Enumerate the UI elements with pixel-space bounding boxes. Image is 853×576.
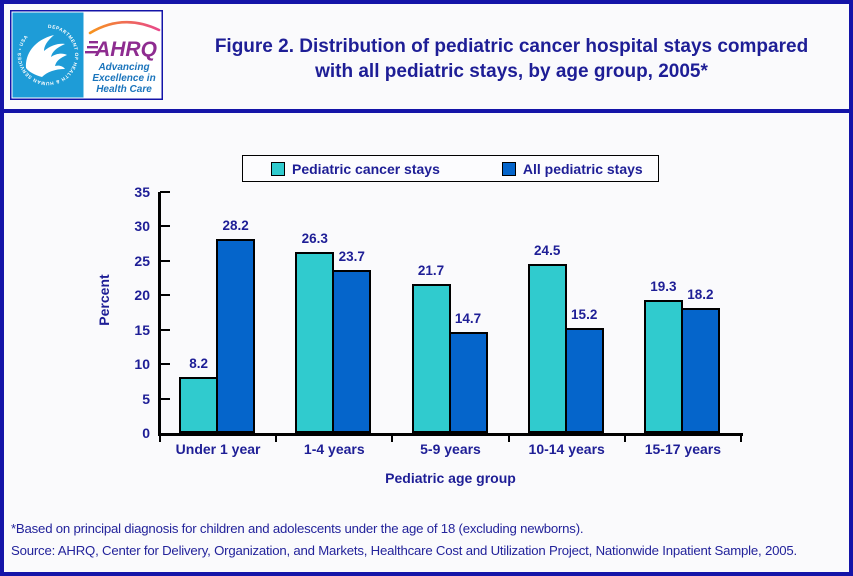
y-tick: [160, 397, 170, 400]
y-tick: [160, 259, 170, 262]
x-tick: [391, 433, 394, 442]
bar-value-label: 21.7: [417, 262, 445, 278]
bar-all-pediatric-stays: [680, 307, 720, 433]
bar-all-pediatric-stays: [448, 331, 488, 433]
ahrq-logo: DEPARTMENT OF HEALTH & HUMAN SERVICES • …: [10, 10, 163, 100]
y-tick: [160, 363, 170, 366]
hhs-eagle-icon: [25, 35, 67, 77]
x-tick: [623, 433, 626, 442]
bar-value-label: 18.2: [687, 286, 714, 302]
ahrq-tagline-line2: Excellence in: [92, 73, 155, 84]
ahrq-arc-icon: [88, 20, 161, 35]
y-tick: [160, 191, 170, 193]
bar-pediatric-cancer-stays: [643, 300, 683, 433]
bar-all-pediatric-stays: [564, 328, 604, 433]
y-tick-label: 0: [142, 425, 150, 441]
bar-value-label: 23.7: [338, 248, 365, 264]
y-tick-label: 35: [134, 184, 150, 200]
y-tick-label: 20: [134, 287, 150, 304]
bar-value-label: 24.5: [534, 243, 561, 259]
bar-value-label: 19.3: [650, 279, 677, 295]
bar-pediatric-cancer-stays: [527, 264, 567, 433]
footnote-source: Source: AHRQ, Center for Delivery, Organ…: [11, 543, 797, 558]
x-tick: [507, 433, 510, 442]
ahrq-tagline-line1: Advancing: [97, 62, 149, 73]
bar-value-label: 8.2: [189, 355, 208, 371]
category-label: Under 1 year: [175, 441, 261, 457]
bar-chart-plot: 0 5 10 15 20 25 30 35 8.2 28.2 Under 1 year 26.3 23.…: [4, 4, 849, 572]
chart-legend: Pediatric cancer stays All pediatric stay…: [242, 155, 659, 182]
y-tick-label: 10: [134, 356, 150, 373]
bar-pediatric-cancer-stays: [179, 376, 219, 433]
figure-title-text: Figure 2. Distribution of pediatric canc…: [214, 36, 809, 82]
bar-value-label: 14.7: [454, 310, 482, 326]
y-tick-label: 25: [134, 252, 150, 269]
legend-swatch-icon: [501, 161, 516, 176]
y-tick: [160, 328, 170, 331]
bar-value-label: 26.3: [301, 230, 328, 246]
bar-value-label: 28.2: [222, 217, 249, 233]
category-label: 10-14 years: [528, 441, 605, 457]
category-label: 1-4 years: [303, 441, 365, 457]
bar-value-label: 15.2: [571, 307, 598, 323]
figure-title: Figure 2. Distribution of pediatric canc…: [182, 34, 841, 84]
legend-item-0: Pediatric cancer stays: [271, 161, 440, 177]
bar-pediatric-cancer-stays: [411, 283, 451, 433]
legend-item-1: All pediatric stays: [501, 160, 643, 177]
y-tick-label: 30: [134, 218, 150, 235]
legend-label: Pediatric cancer stays: [292, 160, 440, 177]
y-tick: [160, 294, 170, 297]
y-tick: [160, 225, 170, 228]
legend-swatch-icon: [271, 161, 285, 176]
legend-label: All pediatric stays: [522, 160, 643, 177]
x-tick: [740, 433, 742, 442]
ahrq-speed-stripes-icon: [85, 41, 98, 54]
ahrq-wordmark: AHRQ: [94, 38, 157, 61]
y-tick-label: 5: [142, 390, 150, 407]
footnote-asterisk: *Based on principal diagnosis for childr…: [11, 521, 584, 536]
category-label: 5-9 years: [420, 441, 481, 457]
x-axis-line: [158, 433, 743, 436]
x-axis-title: Pediatric age group: [385, 470, 516, 486]
ahrq-tagline-line3: Health Care: [96, 84, 152, 95]
y-axis-title: Percent: [96, 274, 112, 326]
x-tick: [275, 433, 278, 442]
y-tick-label: 15: [134, 321, 150, 338]
bar-pediatric-cancer-stays: [295, 251, 335, 433]
header-separator: [4, 109, 849, 113]
bar-all-pediatric-stays: [332, 269, 372, 433]
category-label: 15-17 years: [644, 441, 722, 457]
y-axis-line: [158, 192, 161, 435]
x-tick: [159, 433, 161, 442]
bar-all-pediatric-stays: [216, 238, 256, 433]
